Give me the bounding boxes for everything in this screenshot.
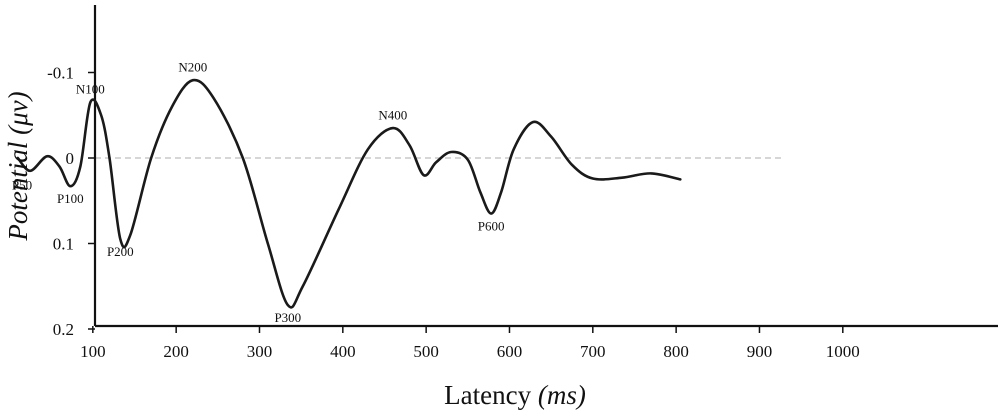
x-tick-label: 200 bbox=[163, 342, 189, 361]
title-layer: Latency (ms) Potential (μv) bbox=[3, 91, 586, 410]
y-tick-label: -0.1 bbox=[47, 64, 74, 83]
x-axis-title: Latency (ms) bbox=[444, 380, 586, 410]
x-axis-title-main: Latency bbox=[444, 380, 531, 410]
peak-label-n200: N200 bbox=[178, 59, 207, 74]
peak-label-p100: P100 bbox=[57, 191, 84, 206]
x-tick-label: 900 bbox=[747, 342, 773, 361]
peak-label-p600: P600 bbox=[478, 218, 505, 233]
x-tick-label: 800 bbox=[663, 342, 689, 361]
y-axis-title-unit: (μv) bbox=[3, 91, 33, 135]
y-tick-label: 0 bbox=[66, 149, 75, 168]
x-tick-label: 700 bbox=[580, 342, 606, 361]
x-tick-label: 300 bbox=[247, 342, 273, 361]
y-axis-title-main: Potential bbox=[3, 142, 33, 242]
x-tick-label: 500 bbox=[413, 342, 439, 361]
y-tick-label: 0.2 bbox=[53, 320, 74, 339]
y-axis-title: Potential (μv) bbox=[3, 91, 33, 241]
x-axis-title-unit: (ms) bbox=[538, 380, 586, 410]
x-tick-label: 1000 bbox=[826, 342, 860, 361]
ticks-layer: 100 200 300 400 500 600 700 800 900 1000 -0.1 0 0.1 0… bbox=[47, 64, 860, 362]
x-tick-label: 600 bbox=[497, 342, 523, 361]
peak-label-n400: N400 bbox=[378, 107, 407, 122]
peak-label-p300: P300 bbox=[274, 310, 301, 325]
peak-label-n100: N100 bbox=[76, 82, 105, 97]
y-tick-label: 0.1 bbox=[53, 235, 74, 254]
x-tick-label: 400 bbox=[330, 342, 356, 361]
series-layer bbox=[16, 78, 682, 309]
peak-label-p200: P200 bbox=[107, 244, 134, 259]
x-tick-label: 100 bbox=[80, 342, 106, 361]
annotation-layer: P50 P100 N100 P200 N200 P300 N400 P600 bbox=[12, 59, 505, 325]
erp-waveform-line bbox=[16, 78, 682, 309]
axes-layer bbox=[93, 5, 998, 328]
peak-label-p50: P50 bbox=[12, 177, 32, 192]
